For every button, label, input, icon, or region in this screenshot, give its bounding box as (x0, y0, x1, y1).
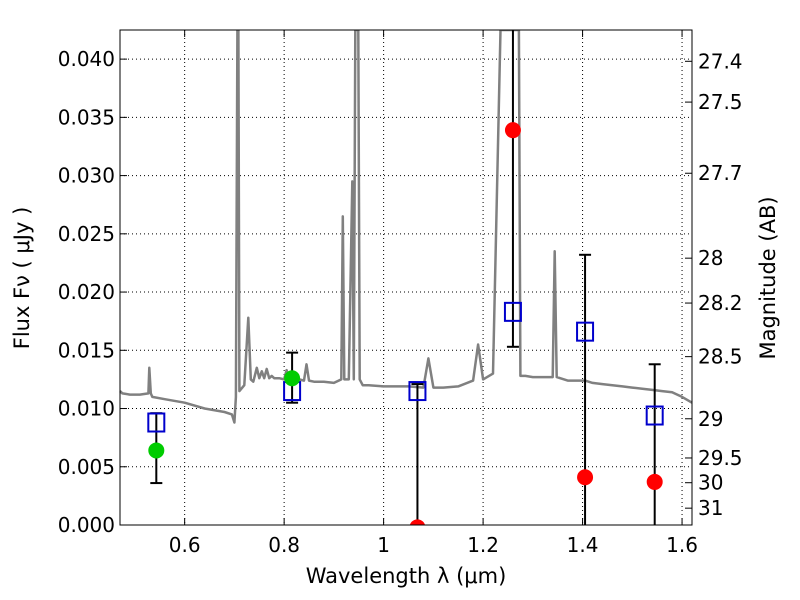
observed-point-circle (577, 469, 594, 486)
model-point-square (147, 412, 166, 433)
marker-layer (147, 122, 664, 525)
x-tick-label: 1.4 (567, 533, 599, 557)
mag-tick-label: 29 (698, 407, 723, 431)
observed-point-circle (504, 122, 521, 139)
y-tick-label: 0.005 (58, 455, 115, 479)
y-tick-label: 0.000 (58, 513, 115, 537)
y-tick-label: 0.010 (58, 397, 115, 421)
grid-layer (120, 30, 692, 526)
y-tick-label: 0.015 (58, 338, 115, 362)
mag-tick-label: 27.7 (698, 161, 743, 185)
x-tick-label: 1.6 (666, 533, 698, 557)
y-tick-label: 0.025 (58, 222, 115, 246)
x-tick-label: 1 (377, 533, 390, 557)
x-tick-label: 1.2 (467, 533, 499, 557)
mag-tick-label: 29.5 (698, 446, 743, 470)
y-tick-label: 0.030 (58, 164, 115, 188)
x-tick-label: 0.8 (268, 533, 300, 557)
y-axis-title: Flux Fν ( μJy ) (10, 207, 34, 350)
y-tick-label: 0.040 (58, 47, 115, 71)
mag-tick-label: 27.5 (698, 90, 743, 114)
mag-tick-label: 27.4 (698, 49, 743, 73)
y-tick-label: 0.020 (58, 280, 115, 304)
model-point-square (645, 405, 664, 426)
y2-axis-title: Magnitude (AB) (756, 196, 780, 359)
mag-tick-label: 28.5 (698, 345, 743, 369)
mag-tick-label: 28 (698, 246, 723, 270)
errorbar-layer (150, 30, 661, 525)
model-point-square (576, 321, 595, 342)
observed-point-circle (284, 370, 301, 387)
model-point-square (503, 301, 522, 322)
mag-tick-label: 30 (698, 471, 723, 495)
mag-tick-label: 31 (698, 496, 723, 520)
spectrum-layer (119, 30, 693, 424)
mag-tick-label: 28.2 (698, 291, 743, 315)
plot-frame (119, 29, 693, 526)
observed-point-circle (148, 442, 165, 459)
observed-point-circle (646, 473, 663, 490)
x-tick-label: 0.6 (169, 533, 201, 557)
x-axis-title: Wavelength λ (μm) (306, 564, 507, 588)
observed-point-circle (409, 519, 426, 525)
model-point-square (408, 381, 427, 402)
tick-layer: 0.6 0.8 1 1.2 1.4 1.6 0.000 0.005 0.010 0.015 0.02… (58, 30, 743, 557)
spectrum-line (119, 30, 693, 424)
y-tick-label: 0.035 (58, 105, 115, 129)
